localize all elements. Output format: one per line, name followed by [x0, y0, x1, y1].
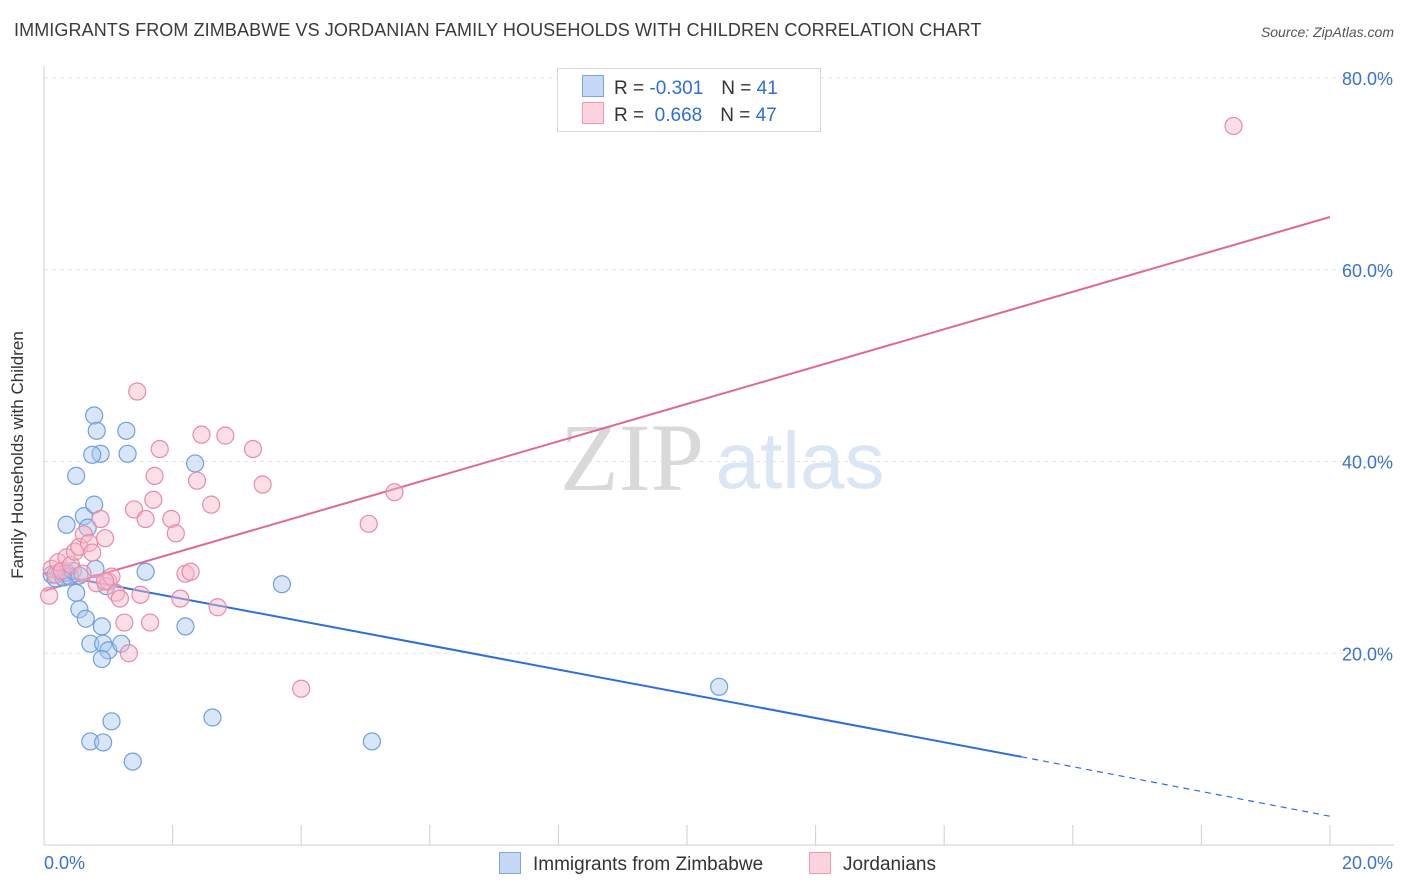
- point-jordanians: [136, 509, 155, 529]
- point-jordanians: [95, 572, 115, 591]
- point-zimbabwe: [70, 600, 89, 619]
- bottom-legend-zimbabwe: Immigrants from Zimbabwe: [499, 852, 763, 876]
- y-axis-label: Family Households with Children: [8, 331, 27, 579]
- point-zimbabwe: [272, 575, 292, 594]
- point-zimbabwe: [85, 406, 104, 425]
- point-zimbabwe: [67, 466, 86, 485]
- point-zimbabwe: [76, 609, 95, 628]
- point-jordanians: [166, 524, 185, 543]
- point-zimbabwe: [118, 444, 137, 463]
- legend-n-value: 41: [756, 78, 778, 99]
- trend-lines: [43, 216, 1331, 817]
- y-tick-label: 60.0%: [1342, 261, 1393, 281]
- point-jordanians: [253, 475, 272, 494]
- point-zimbabwe: [123, 752, 142, 771]
- point-jordanians: [83, 543, 102, 562]
- point-jordanians: [144, 490, 163, 509]
- data-points: [40, 116, 1243, 771]
- point-jordanians: [128, 382, 147, 401]
- point-zimbabwe: [81, 732, 100, 751]
- watermark-zip: ZIP: [560, 404, 704, 511]
- point-jordanians: [150, 439, 169, 459]
- legend-swatch-pink: [582, 102, 604, 124]
- x-tick-label: 20.0%: [1342, 853, 1393, 873]
- point-jordanians: [359, 514, 378, 533]
- trend-line-zimbabwe: [43, 571, 1022, 758]
- watermark-atlas: atlas: [716, 416, 885, 505]
- point-jordanians: [74, 525, 93, 544]
- point-zimbabwe: [102, 712, 121, 731]
- point-jordanians: [115, 613, 134, 632]
- bottom-legend-swatch-blue: [499, 852, 521, 874]
- point-jordanians: [95, 529, 115, 548]
- legend-swatch-blue: [582, 75, 604, 97]
- legend-row-jordanians: R = 0.668 N = 47: [582, 102, 777, 130]
- legend-box: R = -0.301 N = 41 R = 0.668 N = 47: [557, 68, 821, 132]
- legend-n-value: 47: [755, 105, 777, 126]
- trend-line-jordanians: [43, 216, 1331, 592]
- point-zimbabwe: [136, 562, 155, 581]
- tick-labels: 20.0% 40.0% 60.0% 80.0% 0.0% 20.0%: [44, 69, 1393, 873]
- watermark: ZIP atlas: [560, 404, 884, 511]
- point-zimbabwe: [710, 677, 729, 696]
- point-jordanians: [145, 466, 164, 485]
- point-zimbabwe: [87, 421, 106, 440]
- x-tick-label: 0.0%: [44, 853, 85, 873]
- point-jordanians: [216, 426, 235, 445]
- point-jordanians: [192, 425, 211, 444]
- bottom-legend-swatch-pink: [809, 852, 831, 874]
- y-tick-label: 80.0%: [1342, 69, 1393, 89]
- y-tick-label: 20.0%: [1342, 644, 1393, 664]
- point-jordanians: [140, 613, 160, 632]
- point-jordanians: [52, 561, 72, 580]
- point-jordanians: [1224, 116, 1243, 136]
- point-zimbabwe: [203, 708, 222, 727]
- point-zimbabwe: [83, 445, 102, 464]
- point-zimbabwe: [186, 454, 205, 473]
- point-jordanians: [40, 586, 59, 605]
- point-zimbabwe: [176, 617, 195, 636]
- point-jordanians: [91, 509, 110, 529]
- legend-r-value: -0.301: [649, 78, 704, 99]
- point-jordanians: [202, 495, 221, 514]
- point-jordanians: [119, 644, 138, 663]
- point-jordanians: [243, 439, 263, 459]
- grid-lines: [44, 77, 1394, 654]
- legend-r-value: 0.668: [654, 105, 703, 126]
- chart-title: IMMIGRANTS FROM ZIMBABWE VS JORDANIAN FA…: [14, 20, 982, 40]
- legend-r-label: R =: [614, 105, 645, 126]
- point-jordanians: [110, 589, 129, 608]
- bottom-legend-jordanians: Jordanians: [809, 852, 936, 876]
- legend-n-label: N =: [720, 105, 751, 126]
- point-jordanians: [208, 598, 227, 617]
- point-jordanians: [73, 564, 92, 583]
- point-jordanians: [181, 562, 200, 581]
- point-jordanians: [385, 483, 404, 502]
- legend-n-label: N =: [721, 78, 752, 99]
- point-zimbabwe: [92, 649, 111, 669]
- trend-line-zimbabwe-extension: [1021, 756, 1331, 817]
- bottom-legend-label: Jordanians: [843, 854, 936, 875]
- y-tick-label: 40.0%: [1342, 453, 1393, 473]
- point-zimbabwe: [112, 634, 131, 653]
- point-zimbabwe: [81, 634, 100, 653]
- legend-row-zimbabwe: R = -0.301 N = 41: [582, 75, 778, 103]
- point-jordanians: [162, 509, 181, 529]
- point-jordanians: [131, 585, 150, 604]
- point-jordanians: [171, 589, 190, 608]
- legend-r-label: R =: [614, 78, 645, 99]
- point-zimbabwe: [57, 515, 76, 534]
- point-zimbabwe: [92, 617, 111, 636]
- axes: [43, 66, 1394, 846]
- point-zimbabwe: [362, 732, 382, 751]
- bottom-legend-label: Immigrants from Zimbabwe: [533, 854, 764, 875]
- point-jordanians: [292, 679, 311, 698]
- point-zimbabwe: [94, 733, 113, 752]
- point-zimbabwe: [117, 421, 136, 440]
- point-jordanians: [187, 471, 207, 490]
- point-zimbabwe: [67, 583, 86, 602]
- chart-source: Source: ZipAtlas.com: [1260, 24, 1394, 40]
